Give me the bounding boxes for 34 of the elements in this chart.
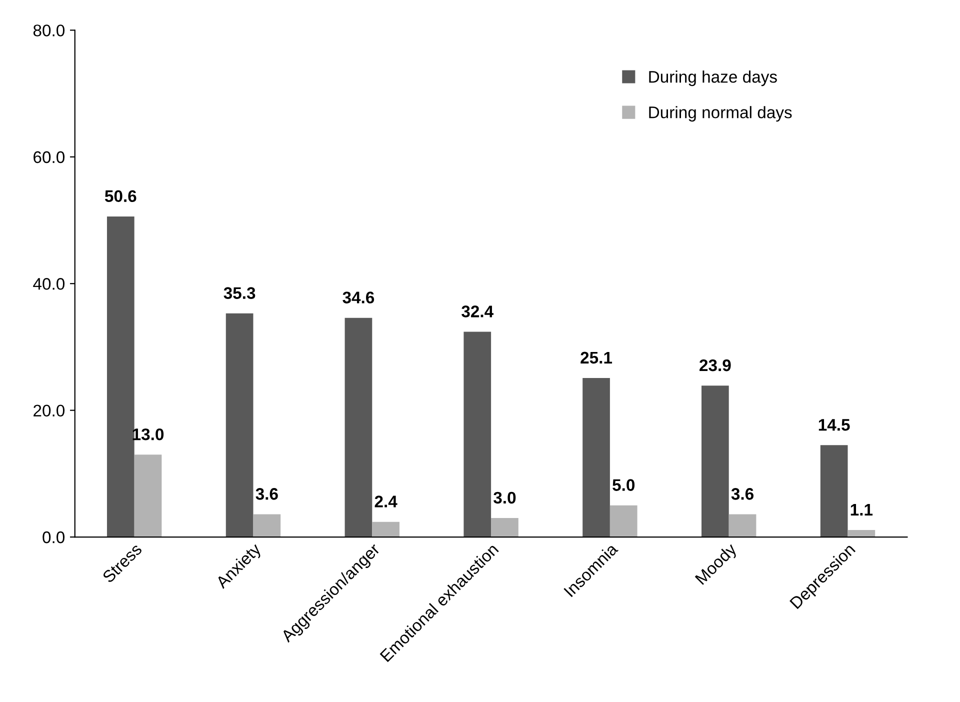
y-tick-label: 80.0 bbox=[33, 24, 65, 36]
bar bbox=[728, 514, 756, 538]
data-label: 14.5 bbox=[818, 419, 850, 431]
bar bbox=[610, 505, 638, 538]
legend-label: During normal days bbox=[649, 106, 792, 122]
bar bbox=[372, 522, 400, 538]
data-label: 35.3 bbox=[224, 287, 256, 300]
data-label: 3.6 bbox=[256, 488, 278, 500]
bar bbox=[702, 386, 729, 538]
bar bbox=[226, 313, 254, 538]
bar bbox=[253, 514, 281, 538]
bar bbox=[820, 445, 848, 538]
bar bbox=[106, 216, 134, 538]
bar bbox=[464, 332, 492, 538]
data-label: 50.6 bbox=[104, 190, 136, 202]
data-label: 5.0 bbox=[612, 479, 635, 491]
data-label: 3.0 bbox=[494, 492, 516, 504]
y-tick-label: 20.0 bbox=[34, 404, 65, 417]
data-label: 25.1 bbox=[580, 352, 612, 364]
bar bbox=[134, 454, 162, 538]
legend-label: During haze days bbox=[649, 70, 777, 86]
bar bbox=[848, 530, 876, 538]
data-label: 2.4 bbox=[374, 496, 398, 508]
y-tick-label: 60.0 bbox=[34, 151, 65, 164]
bar bbox=[491, 518, 518, 538]
y-tick-label: 40.0 bbox=[33, 278, 65, 290]
data-label: 34.6 bbox=[342, 292, 374, 304]
data-label: 3.6 bbox=[731, 488, 754, 500]
bar bbox=[582, 378, 610, 538]
data-label: 1.1 bbox=[850, 504, 873, 516]
bar bbox=[344, 318, 372, 538]
data-label: 32.4 bbox=[462, 306, 494, 318]
data-label: 23.9 bbox=[700, 359, 731, 372]
y-tick-label: 0.0 bbox=[42, 531, 65, 544]
